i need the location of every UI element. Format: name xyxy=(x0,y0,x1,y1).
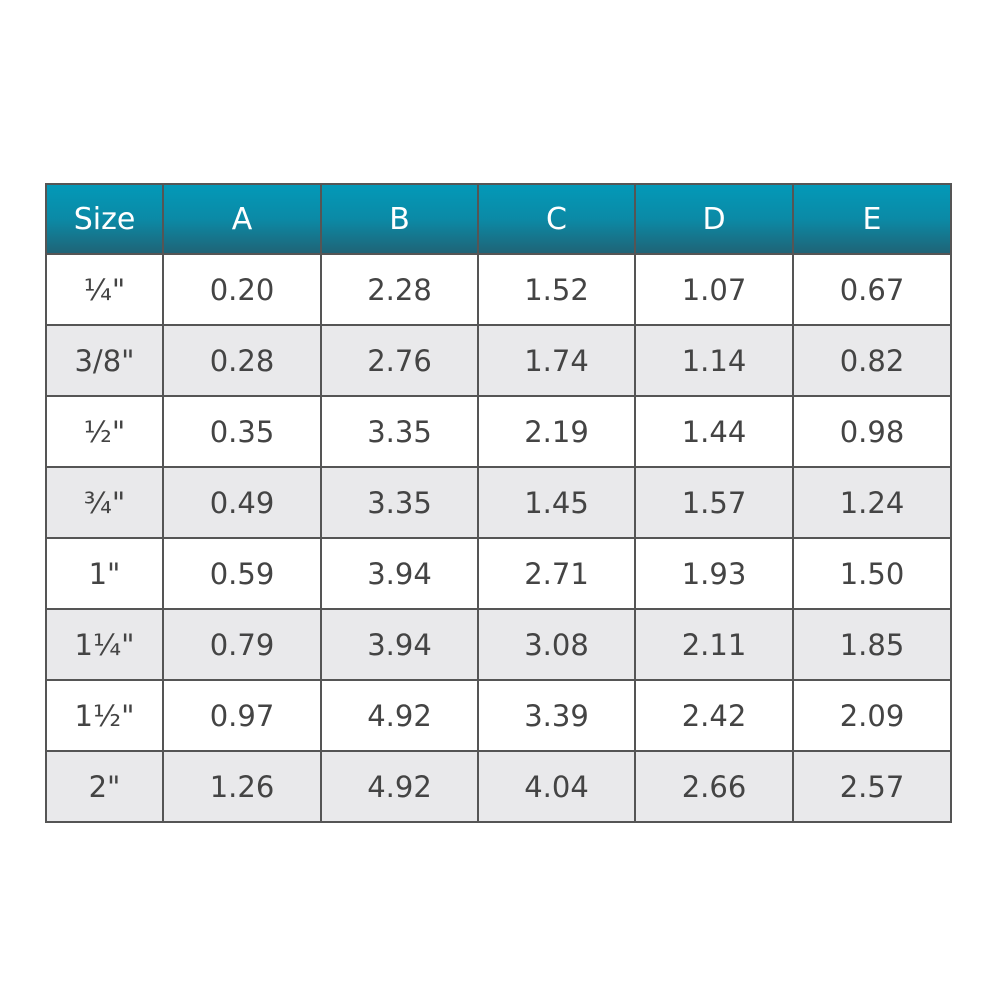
table-cell: 1.44 xyxy=(634,395,794,468)
size-cell: 3/8" xyxy=(45,324,164,397)
header-row: Size A B C D E xyxy=(45,183,952,255)
table-cell: 2.11 xyxy=(634,608,794,681)
table-cell: 3.35 xyxy=(320,466,479,539)
column-header: D xyxy=(634,183,794,255)
table-cell: 1.24 xyxy=(792,466,952,539)
column-header: E xyxy=(792,183,952,255)
table-cell: 4.92 xyxy=(320,679,479,752)
table-cell: 0.79 xyxy=(162,608,322,681)
size-cell: 2" xyxy=(45,750,164,823)
table-cell: 0.20 xyxy=(162,253,322,326)
size-cell: ¾" xyxy=(45,466,164,539)
table-cell: 1.50 xyxy=(792,537,952,610)
table-cell: 1.52 xyxy=(477,253,636,326)
table-cell: 3.35 xyxy=(320,395,479,468)
size-cell: 1" xyxy=(45,537,164,610)
size-cell: 1¼" xyxy=(45,608,164,681)
table-cell: 3.39 xyxy=(477,679,636,752)
size-cell: 1½" xyxy=(45,679,164,752)
table-cell: 1.57 xyxy=(634,466,794,539)
size-cell: ½" xyxy=(45,395,164,468)
table-cell: 3.94 xyxy=(320,537,479,610)
table-cell: 4.92 xyxy=(320,750,479,823)
size-cell: ¼" xyxy=(45,253,164,326)
table-cell: 0.49 xyxy=(162,466,322,539)
table-cell: 2.42 xyxy=(634,679,794,752)
size-dimensions-table: Size A B C D E ¼" 0.20 2.28 1.52 1.07 0.67 3/8" 0.28… xyxy=(45,183,952,823)
table-cell: 0.59 xyxy=(162,537,322,610)
table-row: 2" 1.26 4.92 4.04 2.66 2.57 xyxy=(45,750,952,823)
table-cell: 0.35 xyxy=(162,395,322,468)
table-row: 1½" 0.97 4.92 3.39 2.42 2.09 xyxy=(45,679,952,752)
column-header: C xyxy=(477,183,636,255)
table-cell: 1.93 xyxy=(634,537,794,610)
table-cell: 0.98 xyxy=(792,395,952,468)
table-cell: 1.45 xyxy=(477,466,636,539)
table-cell: 2.71 xyxy=(477,537,636,610)
column-header: Size xyxy=(45,183,164,255)
table-cell: 2.57 xyxy=(792,750,952,823)
table-cell: 3.94 xyxy=(320,608,479,681)
table-row: 3/8" 0.28 2.76 1.74 1.14 0.82 xyxy=(45,324,952,397)
table-cell: 0.67 xyxy=(792,253,952,326)
table-cell: 1.74 xyxy=(477,324,636,397)
column-header: A xyxy=(162,183,322,255)
column-header: B xyxy=(320,183,479,255)
table-row: ½" 0.35 3.35 2.19 1.44 0.98 xyxy=(45,395,952,468)
table-row: ¼" 0.20 2.28 1.52 1.07 0.67 xyxy=(45,253,952,326)
table-cell: 2.19 xyxy=(477,395,636,468)
table-cell: 2.76 xyxy=(320,324,479,397)
table-cell: 0.28 xyxy=(162,324,322,397)
table-cell: 4.04 xyxy=(477,750,636,823)
table-cell: 0.97 xyxy=(162,679,322,752)
table-cell: 2.66 xyxy=(634,750,794,823)
table-cell: 1.07 xyxy=(634,253,794,326)
table-row: ¾" 0.49 3.35 1.45 1.57 1.24 xyxy=(45,466,952,539)
table-cell: 1.14 xyxy=(634,324,794,397)
table-cell: 2.28 xyxy=(320,253,479,326)
table-row: 1¼" 0.79 3.94 3.08 2.11 1.85 xyxy=(45,608,952,681)
table-cell: 2.09 xyxy=(792,679,952,752)
table-cell: 1.85 xyxy=(792,608,952,681)
table-cell: 0.82 xyxy=(792,324,952,397)
table-cell: 1.26 xyxy=(162,750,322,823)
table-cell: 3.08 xyxy=(477,608,636,681)
table-row: 1" 0.59 3.94 2.71 1.93 1.50 xyxy=(45,537,952,610)
